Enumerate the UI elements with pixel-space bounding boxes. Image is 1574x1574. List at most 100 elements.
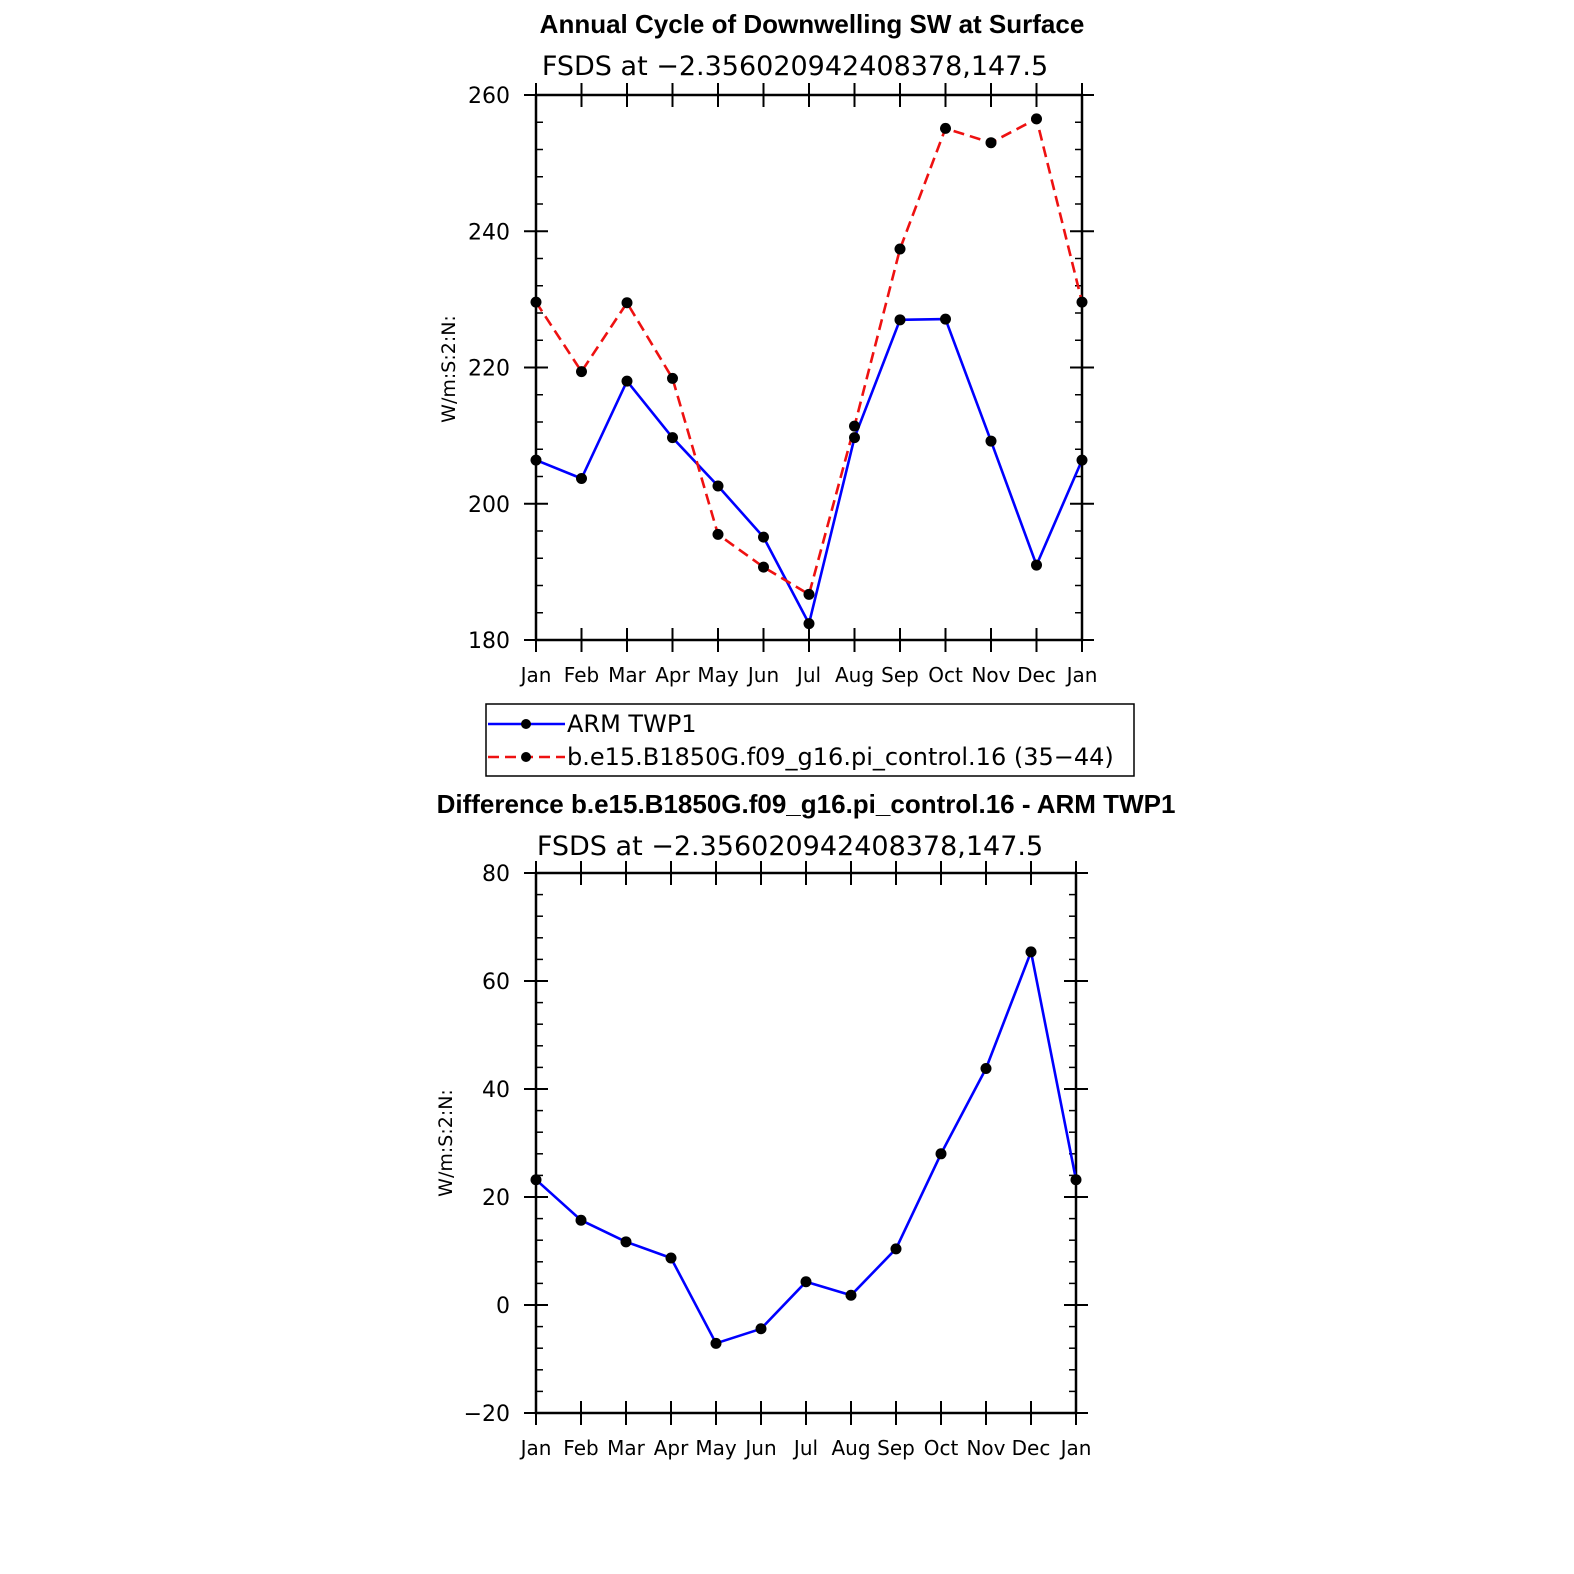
y-tick-label: 260 [468,84,510,109]
x-tick-labels: Jan Feb Mar Apr May Jun Jul Aug Sep Oct Nov Dec Jan [519,663,1098,687]
data-point-s0-8 [894,314,906,326]
data-point-s0-5 [758,531,769,543]
data-point-s1-0 [530,296,542,308]
data-point-s1-9 [940,122,951,134]
data-point-s1-4 [712,528,724,540]
x-tick-label: Mar [608,663,647,687]
data-point-s1-2 [621,297,633,309]
x-tick-label: Nov [966,1436,1005,1460]
data-point-s0-11 [1025,946,1037,958]
data-point-s0-10 [980,1062,992,1074]
y-tick-label: 200 [468,493,510,518]
chart-subtitle: FSDS at −2.356020942408378,147.5 [537,831,1043,862]
x-tick-label: Apr [655,663,690,687]
data-point-s0-6 [803,618,815,630]
x-tick-label: Apr [654,1436,689,1460]
data-point-s0-1 [575,1214,587,1226]
y-tick-label: 80 [482,862,510,887]
series-line-0 [535,317,1084,625]
data-point-s0-7 [845,1289,857,1301]
legend-box [485,703,1135,777]
x-tick-label: Jan [1065,663,1098,687]
data-point-s0-0 [530,1174,542,1186]
chart-title: Difference b.e15.B1850G.f09_g16.pi_contr… [437,789,1176,819]
plot-axes [524,861,1088,1425]
data-point-s0-5 [755,1323,767,1335]
x-tick-label: Sep [877,1436,915,1460]
data-point-s0-10 [985,435,997,447]
legend-marker-arm-twp1 [521,719,531,729]
data-point-s0-2 [620,1236,632,1248]
x-tick-label: Jan [519,663,552,687]
data-point-s0-4 [712,480,724,492]
data-point-s1-8 [894,243,906,255]
y-tick-label: 20 [482,1186,510,1211]
series-line-1 [534,117,1084,596]
data-point-s1-11 [1031,113,1042,125]
data-point-s0-1 [576,473,587,485]
x-tick-label: Feb [564,663,599,687]
x-tick-label: Jul [792,1436,818,1460]
x-tick-label: Jun [746,663,779,687]
data-point-s0-4 [710,1337,722,1349]
x-tick-label: Nov [971,663,1010,687]
x-tick-label: Jan [519,1436,552,1460]
data-point-s1-3 [667,372,678,384]
legend-marker-model [521,752,531,762]
x-tick-label: Dec [1012,1436,1051,1460]
x-tick-label: May [695,1436,737,1460]
y-tick-labels: 260 240 220 200 180 [468,84,510,654]
plot-frame [534,93,1084,642]
data-point-s1-12 [1076,296,1088,308]
data-point-s0-12 [1076,454,1088,466]
y-tick-label: −20 [464,1402,510,1427]
x-tick-labels: Jan Feb Mar Apr May Jun Jul Aug Sep Oct Nov Dec Jan [519,1436,1092,1460]
data-point-s0-8 [890,1243,902,1255]
y-tick-label: 180 [468,629,510,654]
x-tick-label: May [697,663,739,687]
data-point-s0-9 [940,313,951,325]
y-tick-label: 60 [482,970,510,995]
x-tick-label: Jan [1059,1436,1092,1460]
series-points [530,113,1088,630]
data-point-s0-3 [667,432,678,444]
chart-subtitle: FSDS at −2.356020942408378,147.5 [542,51,1048,82]
data-point-s0-6 [800,1276,812,1288]
data-point-s1-10 [985,137,997,149]
data-point-s1-5 [758,561,769,573]
y-tick-label: 0 [496,1294,510,1319]
y-tick-label: 40 [482,1078,510,1103]
difference-chart: Difference b.e15.B1850G.f09_g16.pi_contr… [435,789,1175,1460]
x-tick-label: Oct [924,1436,959,1460]
data-point-s0-0 [530,454,542,466]
plot-axes [524,83,1094,652]
data-point-s1-6 [803,588,815,600]
data-point-s0-7 [849,432,860,444]
data-point-s0-3 [665,1252,677,1264]
x-tick-label: Aug [831,1436,870,1460]
data-point-s0-9 [935,1148,947,1160]
annual-cycle-chart: Annual Cycle of Downwelling SW at Surfac… [438,9,1097,687]
series-lines [534,117,1084,625]
legend-label-arm-twp1: ARM TWP1 [567,710,697,738]
series-points [530,946,1082,1349]
data-point-s0-2 [621,375,633,387]
y-tick-labels: 80 60 40 20 0 −20 [464,862,510,1427]
x-tick-label: Jun [743,1436,776,1460]
x-tick-label: Mar [607,1436,646,1460]
data-point-s1-7 [849,420,860,432]
y-axis-label: W/m:S:2:N: [438,315,460,423]
x-tick-label: Feb [563,1436,598,1460]
data-point-s1-1 [576,366,587,378]
chart-title: Annual Cycle of Downwelling SW at Surfac… [540,9,1085,39]
data-point-s0-11 [1031,559,1042,571]
plot-frame [534,871,1078,1415]
legend: ARM TWP1 b.e15.B1850G.f09_g16.pi_control… [485,703,1135,777]
x-tick-label: Aug [835,663,874,687]
y-axis-label: W/m:S:2:N: [435,1089,457,1197]
x-tick-label: Dec [1017,663,1056,687]
x-tick-label: Jul [795,663,821,687]
x-tick-label: Oct [928,663,963,687]
x-tick-label: Sep [881,663,919,687]
